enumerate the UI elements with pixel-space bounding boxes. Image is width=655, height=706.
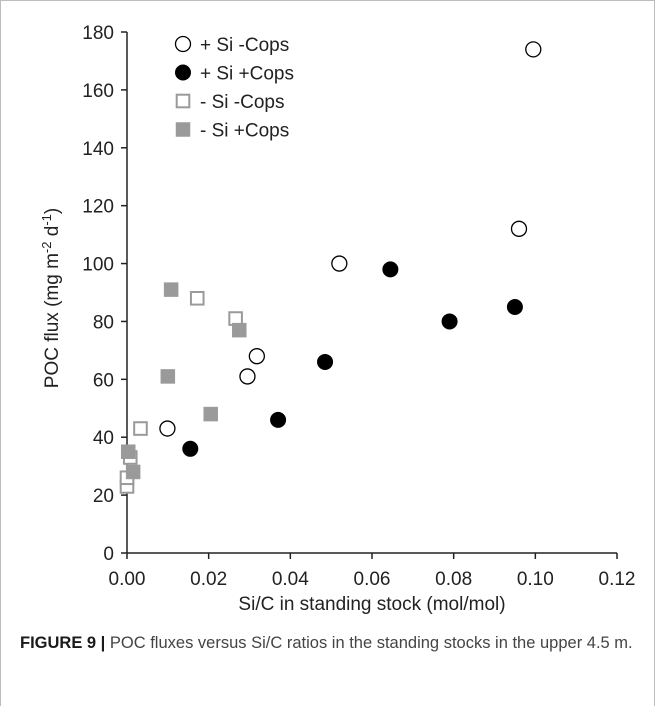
data-point-circle-filled bbox=[182, 440, 199, 457]
legend-marker bbox=[174, 35, 192, 53]
y-tick-label: 0 bbox=[103, 544, 114, 565]
x-tick-label: 0.08 bbox=[435, 569, 472, 590]
x-ticks: 0.00 0.02 0.04 0.06 0.08 0.10 0.12 bbox=[109, 553, 636, 590]
caption-label: FIGURE 9 | bbox=[20, 634, 106, 652]
figure-caption: FIGURE 9 | POC fluxes versus Si/C ratios… bbox=[20, 632, 640, 654]
data-point-square-filled bbox=[120, 444, 136, 459]
legend-marker bbox=[175, 64, 191, 81]
data-point-circle-open bbox=[248, 348, 266, 365]
y-tick-label: 120 bbox=[82, 197, 114, 218]
data-point-circle-open bbox=[331, 255, 348, 272]
y-tick-label: 100 bbox=[82, 255, 114, 276]
y-tick-label: 180 bbox=[82, 23, 114, 44]
y-tick-label: 20 bbox=[93, 486, 114, 507]
data-point-square-filled bbox=[163, 282, 179, 297]
y-axis-label-text: POC flux (mg m-2 d-1) bbox=[39, 208, 64, 388]
x-tick-label: 0.12 bbox=[599, 569, 636, 590]
data-point-square-filled bbox=[232, 322, 247, 338]
x-tick-label: 0.06 bbox=[354, 569, 391, 590]
data-point-square-open bbox=[189, 290, 205, 306]
x-axis-label: Si/C in standing stock (mol/mol) bbox=[238, 594, 505, 615]
y-axis-label-superscript: -1 bbox=[39, 214, 54, 226]
data-point-circle-filled bbox=[317, 353, 334, 370]
y-axis-label-superscript: -2 bbox=[39, 242, 54, 254]
legend-label: - Si -Cops bbox=[200, 92, 284, 113]
data-point-circle-open bbox=[159, 420, 176, 437]
data-point-circle-filled bbox=[441, 313, 458, 330]
x-tick-label: 0.00 bbox=[109, 569, 146, 590]
legend-label: + Si -Cops bbox=[200, 35, 289, 56]
y-tick-label: 160 bbox=[82, 81, 114, 102]
y-tick-label: 140 bbox=[82, 139, 114, 160]
y-tick-label: 60 bbox=[93, 370, 114, 391]
legend: + Si -Cops + Si +Cops - Si -Cops - Si +Cops bbox=[174, 35, 294, 142]
caption-text: POC fluxes versus Si/C ratios in the sta… bbox=[105, 634, 633, 652]
x-tick-label: 0.10 bbox=[517, 569, 554, 590]
legend-marker bbox=[175, 93, 191, 109]
data-point-circle-filled bbox=[506, 298, 523, 315]
data-point-circle-open bbox=[510, 220, 528, 237]
data-point-circle-open bbox=[525, 41, 542, 58]
data-point-square-open bbox=[133, 421, 148, 436]
data-point-square-filled bbox=[203, 406, 218, 422]
data-point-circle-filled bbox=[382, 261, 399, 278]
y-tick-label: 80 bbox=[93, 312, 114, 333]
data-point-circle-open bbox=[239, 368, 256, 385]
data-point-circle-filled bbox=[270, 411, 287, 428]
y-axis-label-part: ) bbox=[42, 208, 63, 214]
x-tick-label: 0.04 bbox=[272, 569, 309, 590]
y-tick-label: 40 bbox=[93, 428, 114, 449]
data-points bbox=[119, 41, 542, 494]
legend-label: + Si +Cops bbox=[200, 64, 294, 85]
legend-marker bbox=[175, 122, 191, 137]
y-ticks: 0 20 40 60 80 100 120 140 160 180 bbox=[82, 23, 127, 565]
data-point-square-filled bbox=[160, 369, 176, 384]
x-tick-label: 0.02 bbox=[190, 569, 227, 590]
data-point-square-filled bbox=[125, 464, 141, 480]
y-axis-label-part: POC flux (mg m bbox=[42, 253, 63, 388]
legend-label: - Si +Cops bbox=[200, 121, 289, 142]
y-axis-label: POC flux (mg m-2 d-1) bbox=[39, 208, 64, 388]
y-axis-label-part: d bbox=[42, 226, 63, 242]
scatter-chart: POC flux (mg m-2 d-1) 0.00 0.02 0.04 0.06 0.… bbox=[39, 23, 636, 615]
